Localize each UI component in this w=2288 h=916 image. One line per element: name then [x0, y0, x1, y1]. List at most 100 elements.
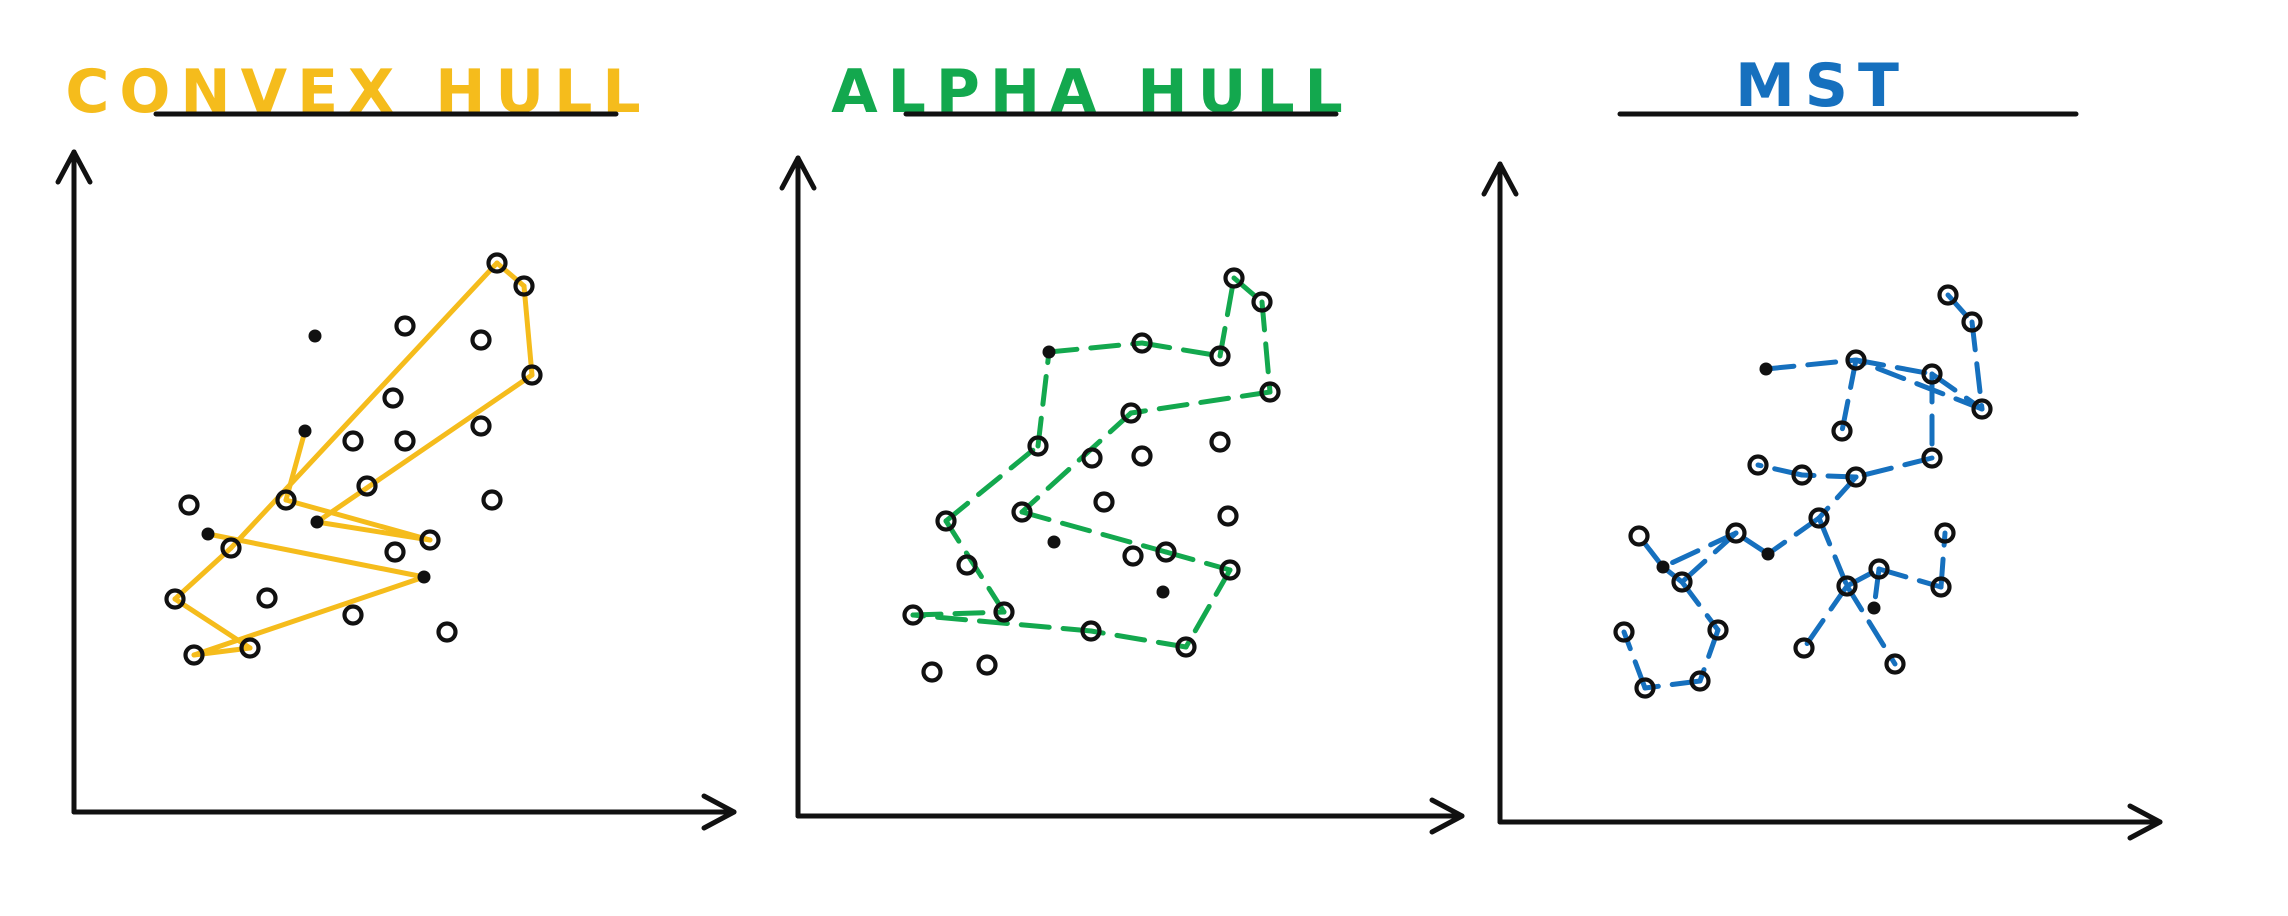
data-point-circle: [1131, 332, 1153, 354]
data-point-circle: [1011, 501, 1033, 523]
data-point-circle: [1868, 558, 1890, 580]
data-point-circle: [921, 661, 943, 683]
data-point-circle: [1793, 637, 1815, 659]
data-point-circle: [1707, 619, 1729, 641]
data-point-circle: [1791, 464, 1813, 486]
data-point-circle: [1217, 505, 1239, 527]
data-point-circle: [1671, 571, 1693, 593]
data-point-dot: [1759, 362, 1773, 376]
data-point-circle: [1093, 491, 1115, 513]
data-point-dot: [1761, 547, 1775, 561]
data-point-dot: [1156, 585, 1170, 599]
data-point-circle: [1175, 636, 1197, 658]
data-point-circle: [1747, 454, 1769, 476]
data-point-circle: [256, 587, 278, 609]
data-point-circle: [1921, 447, 1943, 469]
data-point-circle: [342, 430, 364, 452]
data-point-circle: [1921, 363, 1943, 385]
data-point-circle: [1131, 445, 1153, 467]
data-point-circle: [1634, 677, 1656, 699]
tree-edge: [1844, 583, 1898, 667]
mst-points: [1613, 284, 1993, 699]
hull-edge: [521, 283, 535, 378]
hull-edge: [228, 260, 500, 551]
tree-edge: [1636, 533, 1666, 570]
data-point-dot: [201, 527, 215, 541]
hull-edge: [1231, 275, 1265, 305]
data-point-circle: [1080, 620, 1102, 642]
y-axis-arrowhead: [779, 155, 817, 191]
data-point-circle: [1934, 522, 1956, 544]
data-point-circle: [1209, 431, 1231, 453]
data-point-circle: [1613, 621, 1635, 643]
tree-edge: [1876, 566, 1944, 590]
hull-edge: [314, 372, 535, 525]
tree-edge: [1839, 357, 1859, 434]
tree-edge: [1853, 357, 1985, 412]
hull-edge: [1128, 389, 1273, 416]
data-point-dot: [1867, 601, 1881, 615]
data-point-circle: [1845, 466, 1867, 488]
hull-edge: [1046, 340, 1145, 355]
tree-edge: [1801, 583, 1850, 651]
data-point-circle: [1689, 670, 1711, 692]
data-point-circle: [164, 588, 186, 610]
hull-edge: [191, 574, 427, 658]
hull-edge: [205, 531, 427, 580]
data-point-circle: [521, 364, 543, 386]
tree-edge: [1679, 530, 1739, 585]
data-point-circle: [1808, 507, 1830, 529]
data-point-circle: [178, 494, 200, 516]
tree-edge: [1763, 357, 1859, 372]
hull-edge: [1139, 340, 1223, 359]
data-point-circle: [419, 529, 441, 551]
x-axis-arrowhead: [1429, 797, 1465, 835]
tree-edge: [1816, 515, 1850, 589]
hull-edge: [1088, 628, 1189, 650]
convex-hull-panel: CONVEX HULL: [55, 57, 737, 831]
hull-edge: [1019, 410, 1134, 515]
hull-edge: [1035, 349, 1052, 449]
hull-edge: [172, 545, 234, 602]
hull-edge: [1019, 509, 1169, 555]
tree-edge: [1945, 292, 1975, 325]
data-point-circle: [1930, 576, 1952, 598]
hull-edge: [1183, 567, 1233, 650]
data-point-circle: [394, 315, 416, 337]
data-point-circle: [470, 415, 492, 437]
hull-edge: [910, 612, 1094, 634]
data-point-circle: [1259, 381, 1281, 403]
data-point-circle: [1961, 311, 1983, 333]
data-point-circle: [1209, 345, 1231, 367]
tree-edge: [1844, 566, 1882, 589]
hull-edge: [283, 428, 308, 503]
data-point-circle: [394, 430, 416, 452]
hull-edge: [1163, 549, 1233, 573]
data-point-circle: [1027, 435, 1049, 457]
data-point-circle: [1831, 420, 1853, 442]
y-axis-arrowhead: [55, 149, 93, 185]
data-point-circle: [239, 637, 261, 659]
data-point-dot: [1656, 560, 1670, 574]
data-point-circle: [976, 654, 998, 676]
data-point-circle: [481, 489, 503, 511]
data-point-circle: [470, 329, 492, 351]
data-point-circle: [1251, 291, 1273, 313]
data-point-circle: [1971, 398, 1993, 420]
data-point-circle: [1884, 653, 1906, 675]
alpha-hull-edges: [910, 275, 1273, 650]
data-point-circle: [1628, 525, 1650, 547]
hull-edge: [1259, 299, 1273, 395]
data-point-circle: [1122, 545, 1144, 567]
mst-edges: [1621, 292, 1985, 691]
hull-edge: [1217, 275, 1237, 359]
tree-edge: [1969, 319, 1985, 412]
y-axis-arrowhead: [1481, 161, 1519, 197]
hull-edge: [943, 443, 1041, 524]
data-point-circle: [486, 252, 508, 274]
data-point-circle: [1845, 349, 1867, 371]
data-point-dot: [308, 329, 322, 343]
data-point-dot: [298, 424, 312, 438]
mst-axes: [1481, 161, 2163, 841]
data-point-circle: [1081, 447, 1103, 469]
